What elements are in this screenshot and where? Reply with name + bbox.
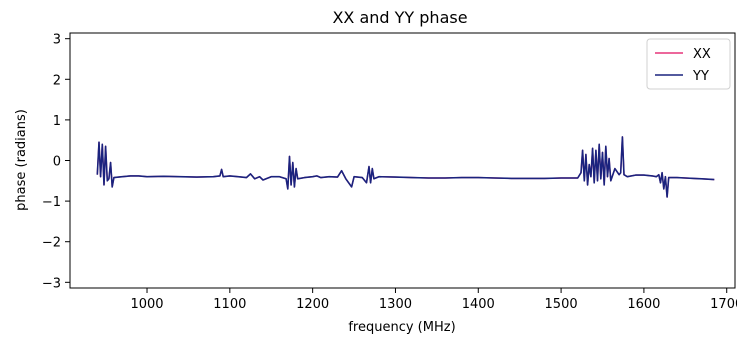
plot-area [96,136,715,198]
x-tick-label: 1500 [545,297,578,312]
x-tick-label: 1300 [379,297,412,312]
x-tick-label: 1700 [710,297,737,312]
y-axis-label: phase (radians) [14,109,29,211]
y-tick-label: −1 [42,195,61,210]
x-tick-label: 1400 [462,297,495,312]
x-tick-label: 1200 [296,297,329,312]
x-tick-label: 1000 [130,297,163,312]
x-tick-label: 1600 [627,297,660,312]
y-tick-label: −2 [42,236,61,251]
chart-title: XX and YY phase [332,8,467,27]
y-tick-label: 2 [53,73,61,88]
y-tick-label: 0 [53,155,61,170]
y-tick-label: 1 [53,114,61,129]
x-tick-label: 1100 [213,297,246,312]
y-axis: −3 −2 −1 0 1 2 3 [42,33,70,291]
legend-label-xx: XX [693,47,711,62]
x-axis-label: frequency (MHz) [348,320,455,335]
x-axis: 1000 1100 1200 1300 1400 1500 1600 1700 [130,288,737,312]
legend-label-yy: YY [692,69,709,84]
series-line-yy [96,136,715,198]
y-tick-label: 3 [53,33,61,48]
legend-box [646,38,731,90]
y-tick-label: −3 [42,276,61,291]
axes-frame [69,32,736,289]
legend: XX YY [646,38,731,90]
